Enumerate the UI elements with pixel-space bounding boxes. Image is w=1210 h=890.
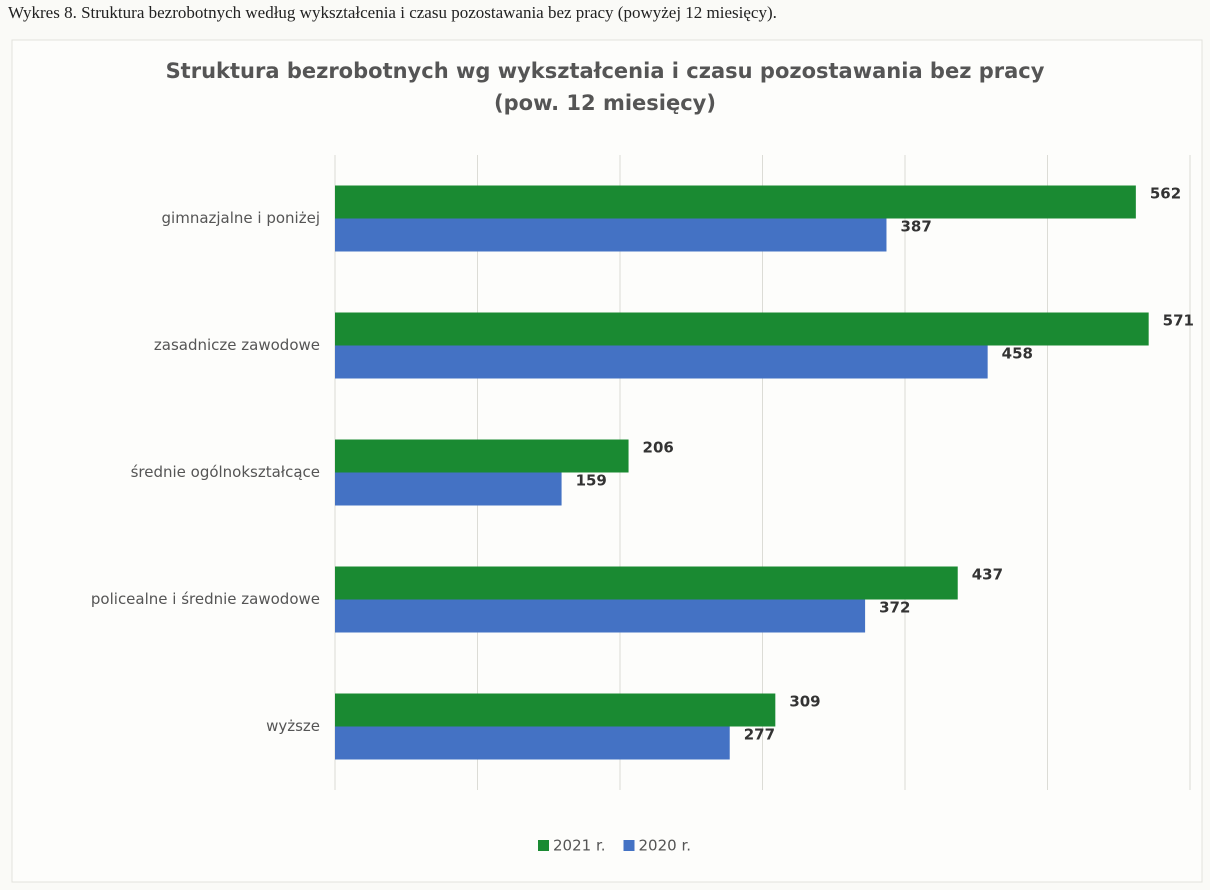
y-tick-label: średnie ogólnokształcące [131, 463, 320, 481]
bar [335, 726, 730, 760]
value-label: 159 [576, 472, 607, 490]
value-label: 458 [1002, 345, 1033, 363]
bar [335, 312, 1149, 346]
bar [335, 472, 562, 506]
y-tick-label: gimnazjalne i poniżej [162, 209, 320, 227]
legend-swatch [538, 840, 549, 851]
value-label: 571 [1163, 312, 1194, 330]
bar [335, 566, 958, 600]
bar [335, 218, 887, 252]
value-label: 437 [972, 566, 1003, 584]
chart-title: Struktura bezrobotnych wg wykształcenia … [166, 59, 1045, 83]
bar [335, 599, 866, 633]
value-label: 372 [879, 599, 910, 617]
y-tick-label: zasadnicze zawodowe [154, 336, 320, 354]
bar [335, 693, 776, 727]
caption: Wykres 8. Struktura bezrobotnych według … [8, 3, 777, 22]
legend-label: 2020 r. [639, 837, 692, 855]
bar [335, 439, 629, 473]
value-label: 562 [1150, 185, 1181, 203]
y-tick-label: policealne i średnie zawodowe [91, 590, 320, 608]
chart-subtitle: (pow. 12 miesięcy) [494, 91, 716, 115]
value-label: 206 [643, 439, 674, 457]
value-label: 387 [900, 218, 931, 236]
bar [335, 345, 988, 379]
value-label: 309 [789, 693, 820, 711]
value-label: 277 [744, 726, 775, 744]
y-tick-label: wyższe [266, 717, 320, 735]
bar [335, 185, 1136, 219]
legend-label: 2021 r. [553, 837, 606, 855]
legend-swatch [623, 840, 635, 851]
